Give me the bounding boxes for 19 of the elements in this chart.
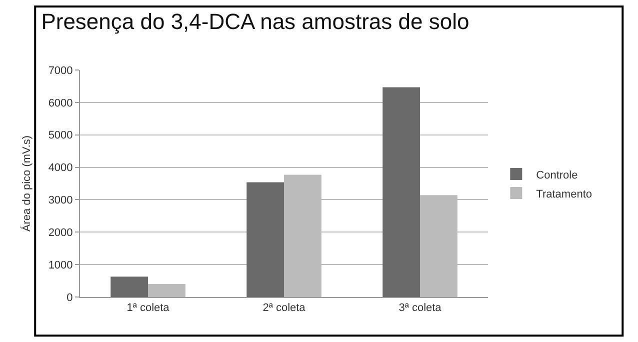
y-axis-title: Área do pico (mV.s) [20,135,33,232]
y-tick-label: 1000 [48,259,73,272]
bar [110,276,148,297]
bar [382,87,420,297]
chart-title: Presença do 3,4-DCA nas amostras de solo [41,9,470,34]
y-tick-label: 3000 [48,194,73,207]
y-tick-label: 5000 [48,130,73,142]
x-tick-label: 1ª coleta [126,302,170,314]
bar [148,284,186,297]
y-tick-label: 6000 [48,97,73,110]
y-tick-label: 4000 [48,162,73,174]
legend-label: Controle [536,169,578,182]
x-tick-label: 3ª coleta [398,302,442,314]
y-tick-label: 0 [66,292,73,304]
bar [246,182,284,297]
x-tick-label: 2ª coleta [262,302,306,314]
y-tick-label: 2000 [48,226,73,239]
y-tick-label: 7000 [48,64,73,77]
legend-label: Tratamento [536,188,592,200]
